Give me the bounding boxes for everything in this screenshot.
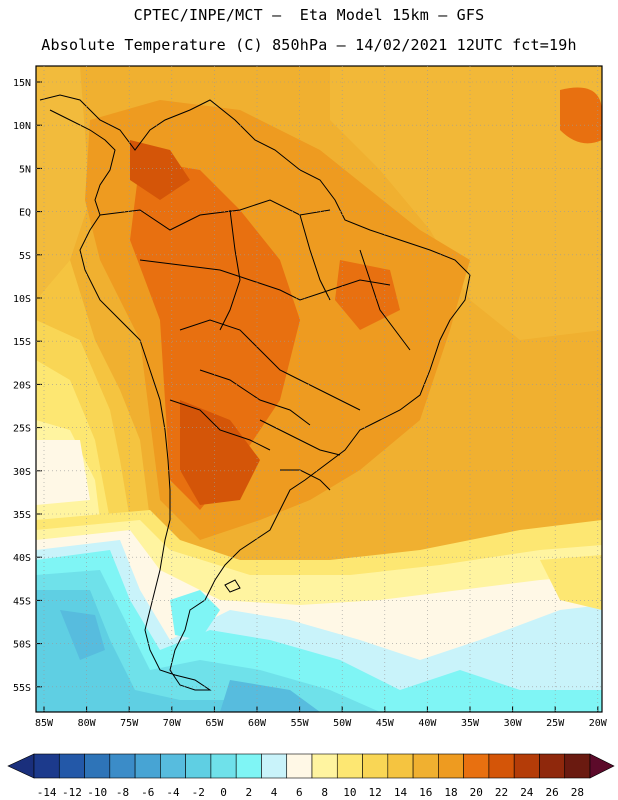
lat-tick-label: 45S (13, 596, 31, 607)
longitude-axis: 85W 80W 75W 70W 65W 60W 55W 50W 45W 40W 35W 30W 25W 2… (35, 706, 608, 729)
coastlines (39, 94, 471, 691)
lon-tick-label: 50W (333, 718, 352, 729)
colorbar-label: -2 (192, 786, 205, 799)
lat-tick-label: 55S (13, 683, 31, 694)
colorbar-swatch (210, 753, 237, 779)
latitude-axis: 15N 10N 5N EQ 5S 10S 15S 20S 25S 30S 35S 40S 45S 50S 5… (13, 78, 42, 694)
lon-tick-label: 25W (546, 718, 565, 729)
lon-tick-label: 85W (35, 718, 54, 729)
colorbar-swatch (84, 753, 111, 779)
title-line-2: Absolute Temperature (C) 850hPa – 14/02/… (41, 36, 577, 54)
colorbar-swatch (438, 753, 464, 779)
lon-tick-label: 35W (461, 718, 480, 729)
lon-tick-label: 55W (291, 718, 310, 729)
colorbar-swatch (235, 753, 262, 779)
lon-tick-label: 75W (120, 718, 139, 729)
colorbar-swatch (387, 753, 414, 779)
colorbar-label: -8 (116, 786, 129, 799)
lat-tick-label: 15N (13, 78, 31, 89)
lon-tick-label: 70W (163, 718, 182, 729)
colorbar-label: -10 (87, 786, 107, 799)
colorbar-swatch (185, 753, 212, 779)
colorbar-label: -12 (62, 786, 82, 799)
colorbar-label: 16 (419, 786, 432, 799)
colorbar-swatch (286, 753, 313, 779)
colorbar-label: 24 (520, 786, 534, 799)
colorbar-label: 8 (321, 786, 328, 799)
lat-tick-label: 40S (13, 553, 31, 564)
colorbar-label: 6 (296, 786, 303, 799)
lon-tick-label: 60W (248, 718, 267, 729)
colorbar-label: -6 (141, 786, 154, 799)
colorbar-swatch (261, 753, 288, 779)
colorbar-swatch (412, 753, 439, 779)
colorbar-swatch (336, 753, 363, 779)
lat-tick-label: 35S (13, 510, 31, 521)
lon-tick-label: 20W (589, 718, 608, 729)
colorbar-swatch (564, 753, 591, 779)
lat-tick-label: 10S (13, 294, 31, 305)
lat-tick-label: 5N (19, 164, 31, 175)
colorbar-swatch (488, 753, 515, 779)
colorbar-label: 2 (246, 786, 253, 799)
colorbar-label: 28 (571, 786, 584, 799)
lon-tick-label: 30W (504, 718, 523, 729)
title-line-1: CPTEC/INPE/MCT – Eta Model 15km – GFS (133, 6, 485, 24)
colorbar-label: 12 (369, 786, 382, 799)
colorbar-swatch (58, 753, 85, 779)
colorbar-swatch (33, 753, 60, 779)
lon-tick-label: 80W (78, 718, 97, 729)
colorbar-label: 10 (343, 786, 356, 799)
lon-tick-label: 45W (376, 718, 395, 729)
colorbar-arrow-right (589, 753, 615, 779)
lat-tick-label: 25S (13, 424, 31, 435)
temperature-field (36, 66, 602, 712)
lat-tick-label: 50S (13, 640, 31, 651)
colorbar-arrow-left (7, 753, 35, 779)
lat-tick-label: EQ (19, 208, 31, 219)
colorbar-label: 20 (470, 786, 483, 799)
colorbar-label: 18 (444, 786, 457, 799)
colorbar-swatch (463, 753, 490, 779)
colorbar-label: 0 (220, 786, 227, 799)
lon-tick-label: 65W (205, 718, 224, 729)
colorbar-swatch (539, 753, 566, 779)
lat-tick-label: 10N (13, 121, 31, 132)
map-frame (35, 65, 603, 713)
colorbar: -14 -12 -10 -8 -6 -4 -2 0 2 4 6 8 10 12 14 16 18 20 22 24 26… (7, 753, 615, 799)
lat-tick-label: 20S (13, 380, 31, 391)
colorbar-swatch (513, 753, 540, 779)
colorbar-swatch (362, 753, 389, 779)
colorbar-label: -4 (166, 786, 180, 799)
colorbar-swatch (311, 753, 338, 779)
colorbar-label: 4 (271, 786, 278, 799)
colorbar-label: 14 (394, 786, 408, 799)
lat-tick-label: 30S (13, 467, 31, 478)
colorbar-label: -14 (37, 786, 57, 799)
colorbar-swatch (109, 753, 136, 779)
lat-tick-label: 15S (13, 337, 31, 348)
lon-tick-label: 40W (418, 718, 437, 729)
colorbar-label: 22 (495, 786, 508, 799)
colorbar-label: 26 (545, 786, 558, 799)
colorbar-swatch (134, 753, 161, 779)
lat-tick-label: 5S (19, 251, 31, 262)
colorbar-swatch (160, 753, 186, 779)
